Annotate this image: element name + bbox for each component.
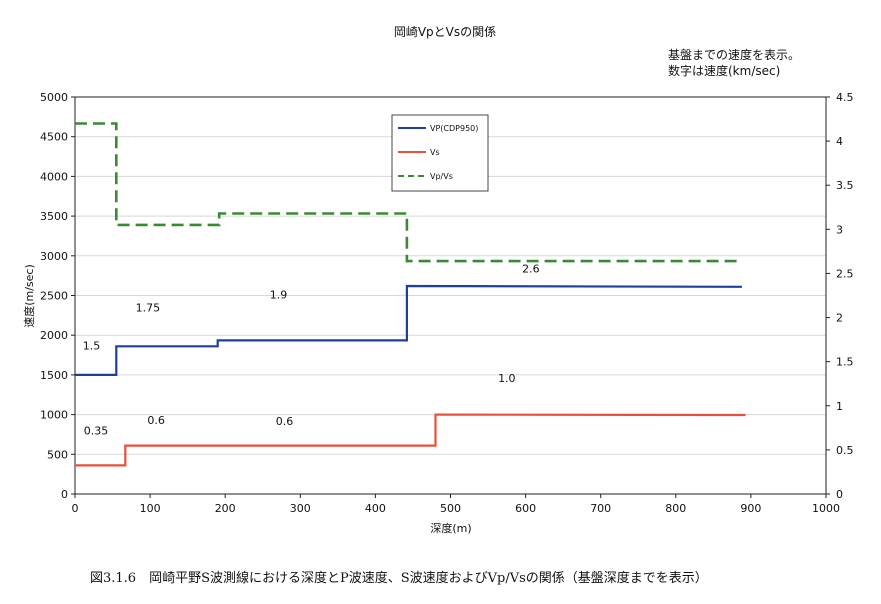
y2-tick-label: 4: [836, 135, 843, 148]
data-label: 0.6: [147, 414, 165, 427]
y2-tick-label: 1.5: [836, 356, 854, 369]
legend-label-vs: Vs: [430, 148, 440, 157]
x-tick-label: 800: [665, 502, 686, 515]
y-tick-label: 3500: [40, 210, 68, 223]
series-lines: [75, 122, 746, 467]
legend-label-vp: VP(CDP950): [430, 124, 478, 133]
data-label: 0.6: [276, 415, 294, 428]
y-tick-label: 5000: [40, 91, 68, 104]
y2-tick-label: 3: [836, 223, 843, 236]
series-line-vs: [75, 413, 746, 467]
x-axis-title: 深度(m): [430, 521, 471, 535]
y2-axis-ticks: 0 0.5 1 1.5 2 2.5 3 3.5 4 4.5: [826, 91, 854, 501]
y-axis-title: 速度(m/sec): [22, 264, 36, 328]
x-tick-label: 0: [72, 502, 79, 515]
figure-caption: 図3.1.6 岡崎平野S波測線における深度とP波速度、S波速度およびVp/Vsの…: [90, 570, 708, 586]
y-tick-label: 1000: [40, 409, 68, 422]
x-tick-label: 200: [215, 502, 236, 515]
note-line-1: 基盤までの速度を表示。: [668, 47, 800, 62]
data-label: 2.6: [522, 262, 540, 275]
data-label: 1.75: [136, 301, 161, 314]
data-label: 1.9: [270, 289, 288, 302]
y-axis-ticks: 0 500 1000 1500 2000 2500 3000 3500 4000 4500 5000: [40, 91, 75, 501]
y-tick-label: 2500: [40, 290, 68, 303]
y2-tick-label: 0: [836, 488, 843, 501]
y2-tick-label: 2: [836, 312, 843, 325]
y-tick-label: 3000: [40, 250, 68, 263]
y2-tick-label: 0.5: [836, 444, 854, 457]
y-tick-label: 0: [61, 488, 68, 501]
legend: VP(CDP950) Vs Vp/Vs: [391, 114, 489, 192]
x-tick-label: 700: [590, 502, 611, 515]
data-label: 1.0: [498, 372, 516, 385]
x-tick-label: 1000: [812, 502, 840, 515]
y-tick-label: 4500: [40, 131, 68, 144]
data-label: 0.35: [84, 424, 109, 437]
y-tick-label: 1500: [40, 369, 68, 382]
y-tick-label: 4000: [40, 170, 68, 183]
data-labels: 1.5 1.75 1.9 2.6 0.35 0.6 0.6 1.0: [83, 262, 540, 437]
x-tick-label: 100: [140, 502, 161, 515]
x-axis-ticks: 0 100 200 300 400 500 600 700 800 900 1000: [72, 494, 840, 515]
y2-tick-label: 3.5: [836, 179, 854, 192]
x-tick-label: 400: [365, 502, 386, 515]
y-tick-label: 2000: [40, 329, 68, 342]
x-tick-label: 600: [515, 502, 536, 515]
x-tick-label: 300: [290, 502, 311, 515]
legend-label-vpvs: Vp/Vs: [430, 172, 453, 181]
chart-title: 岡崎VpとVsの関係: [394, 25, 496, 39]
x-tick-label: 500: [440, 502, 461, 515]
series-line-vp: [75, 284, 742, 376]
y2-tick-label: 1: [836, 400, 843, 413]
y-tick-label: 500: [47, 448, 68, 461]
x-tick-label: 900: [740, 502, 761, 515]
data-label: 1.5: [83, 339, 101, 352]
note-line-2: 数字は速度(km/sec): [668, 63, 780, 78]
series-line-vpvs: [75, 122, 742, 263]
y2-tick-label: 4.5: [836, 91, 854, 104]
y2-tick-label: 2.5: [836, 267, 854, 280]
